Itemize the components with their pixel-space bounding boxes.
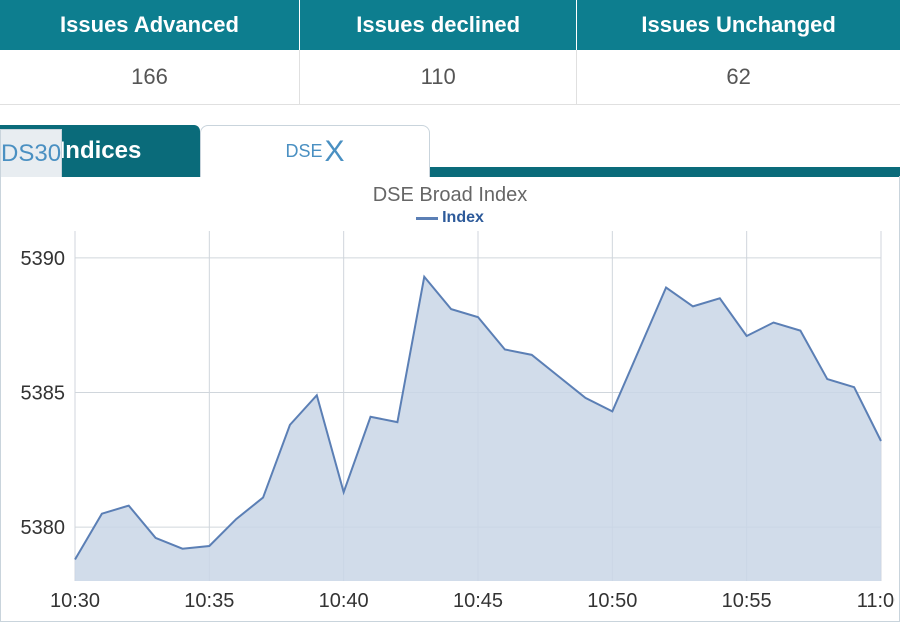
- tab-dsex-prefix: DSE: [285, 141, 322, 162]
- svg-text:10:50: 10:50: [587, 590, 637, 612]
- svg-text:5390: 5390: [21, 248, 66, 270]
- tab-dsex-main: X: [325, 135, 345, 169]
- chart-panel: DSE Broad Index Index 5380 5385 5390 10:30 1…: [0, 176, 900, 622]
- index-area-chart: 5380 5385 5390 10:30 10:35 10:40 10:45 10:50 10:…: [5, 227, 895, 617]
- tab-ds30-main: DS30: [1, 140, 61, 168]
- legend-line-icon: [416, 217, 438, 220]
- svg-text:5385: 5385: [21, 383, 66, 405]
- svg-text:5380: 5380: [21, 517, 66, 539]
- col-declined-header: Issues declined: [300, 0, 577, 50]
- svg-text:11:00: 11:00: [857, 590, 895, 612]
- col-advanced-header: Issues Advanced: [0, 0, 300, 50]
- val-declined: 110: [300, 50, 577, 105]
- issues-summary-table: Issues Advanced Issues declined Issues U…: [0, 0, 900, 105]
- chart-title: DSE Broad Index: [5, 184, 895, 207]
- val-unchanged: 62: [577, 50, 900, 105]
- col-unchanged-header: Issues Unchanged: [577, 0, 900, 50]
- chart-legend: Index: [5, 209, 895, 227]
- svg-text:10:40: 10:40: [319, 590, 369, 612]
- indices-tab-bar: Indices DSE X DSE S DS30: [0, 125, 900, 177]
- tab-ds30[interactable]: DS30: [0, 129, 62, 177]
- summary-value-row: 166 110 62: [0, 50, 900, 105]
- svg-text:10:45: 10:45: [453, 590, 503, 612]
- svg-text:10:35: 10:35: [184, 590, 234, 612]
- val-advanced: 166: [0, 50, 300, 105]
- svg-text:10:55: 10:55: [722, 590, 772, 612]
- legend-label: Index: [442, 209, 484, 227]
- tab-dsex[interactable]: DSE X: [200, 125, 430, 177]
- summary-header-row: Issues Advanced Issues declined Issues U…: [0, 0, 900, 50]
- svg-text:10:30: 10:30: [50, 590, 100, 612]
